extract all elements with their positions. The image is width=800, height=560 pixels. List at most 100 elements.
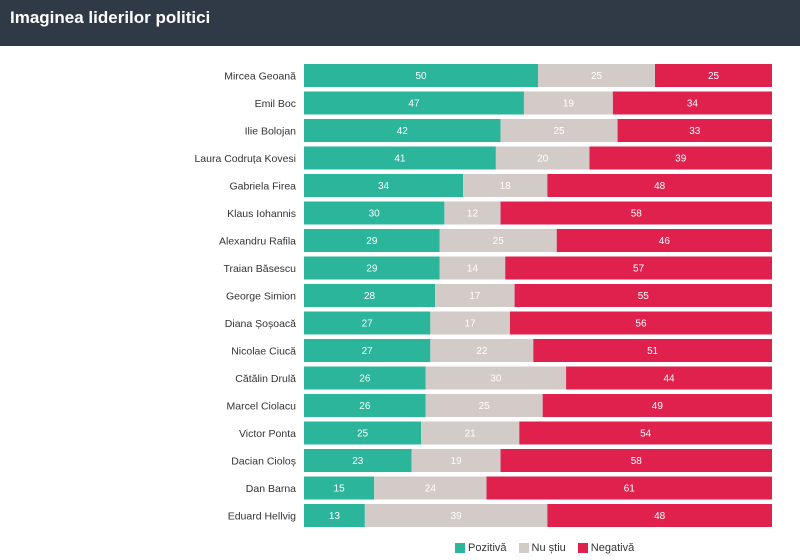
bar-segment-nu-stiu xyxy=(364,504,548,527)
bar-segment-negativa xyxy=(519,421,772,445)
chart-title: Imaginea liderilor politici xyxy=(10,8,211,27)
bar-segment-pozitiva xyxy=(304,311,431,335)
data-label: 58 xyxy=(631,456,643,467)
category-label: Traian Băsescu xyxy=(223,263,296,275)
category-label: Diana Șoșoacă xyxy=(225,318,296,330)
data-label: 15 xyxy=(334,484,346,495)
bar-segment-nu-stiu xyxy=(523,91,613,115)
bar-segment-pozitiva xyxy=(304,119,501,142)
bar-segment-pozitiva xyxy=(304,476,375,500)
data-label: 22 xyxy=(476,346,488,357)
bar-segment-negativa xyxy=(533,339,772,362)
data-label: 30 xyxy=(369,209,381,220)
data-label: 23 xyxy=(352,456,364,467)
bar-segment-nu-stiu xyxy=(411,449,501,472)
bar-segment-negativa xyxy=(547,174,772,197)
category-label: Victor Ponta xyxy=(239,428,296,440)
bar-segment-pozitiva xyxy=(304,229,440,252)
bar-segment-nu-stiu xyxy=(425,394,543,417)
bar-segment-negativa xyxy=(509,311,772,335)
stacked-bar-chart: Mircea Geoană 50 25 25 Emil Boc 47 19 34 Ilie Bo… xyxy=(194,64,772,527)
category-label: Emil Boc xyxy=(255,98,296,110)
data-label: 17 xyxy=(469,291,481,302)
legend-label-nu-stiu: Nu știu xyxy=(531,542,566,554)
category-label: Marcel Ciolacu xyxy=(227,401,297,413)
data-label: 14 xyxy=(467,264,479,275)
category-label: Laura Codruța Kovesi xyxy=(194,153,296,165)
bar-segment-nu-stiu xyxy=(538,64,655,87)
category-label: Cătălin Drulă xyxy=(235,373,296,385)
data-label: 34 xyxy=(378,181,390,192)
bar-segment-nu-stiu xyxy=(430,311,510,335)
data-label: 25 xyxy=(708,71,720,82)
bar-segment-pozitiva xyxy=(304,449,412,472)
data-label: 50 xyxy=(415,71,427,82)
bar-segment-negativa xyxy=(655,64,772,87)
bar-segment-nu-stiu xyxy=(444,201,501,225)
data-label: 26 xyxy=(359,374,371,385)
data-label: 42 xyxy=(397,126,409,137)
data-label: 25 xyxy=(493,236,505,247)
data-label: 58 xyxy=(631,209,643,220)
category-label: Eduard Hellvig xyxy=(228,511,296,523)
data-label: 25 xyxy=(553,126,565,137)
bar-segment-negativa xyxy=(612,91,772,115)
category-label: Gabriela Firea xyxy=(229,181,296,193)
data-label: 21 xyxy=(465,429,477,440)
legend-swatch-nu-stiu xyxy=(518,543,529,553)
bar-segment-nu-stiu xyxy=(439,229,557,252)
data-label: 30 xyxy=(490,374,502,385)
legend-swatch-negativa xyxy=(577,543,588,553)
data-label: 39 xyxy=(451,511,463,522)
category-label: Mircea Geoană xyxy=(224,71,296,83)
data-label: 25 xyxy=(591,71,603,82)
bar-segment-nu-stiu xyxy=(500,119,618,142)
data-label: 44 xyxy=(663,374,675,385)
data-label: 51 xyxy=(647,346,659,357)
bar-segment-nu-stiu xyxy=(495,146,590,170)
data-label: 25 xyxy=(479,401,491,412)
legend-label-pozitiva: Pozitivă xyxy=(468,542,507,554)
legend: Pozitivă Nu știu Negativă xyxy=(455,540,634,556)
data-label: 49 xyxy=(652,401,664,412)
data-label: 18 xyxy=(500,181,512,192)
data-label: 57 xyxy=(633,264,645,275)
bar-segment-pozitiva xyxy=(304,91,524,115)
bar-segment-pozitiva xyxy=(304,339,431,362)
bar-segment-nu-stiu xyxy=(463,174,548,197)
data-label: 19 xyxy=(563,99,575,110)
category-label: Ilie Bolojan xyxy=(245,126,297,138)
bar-segment-negativa xyxy=(486,476,772,500)
legend-item-negativa: Negativă xyxy=(577,542,635,554)
bar-segment-pozitiva xyxy=(304,146,496,170)
bar-segment-pozitiva xyxy=(304,394,426,417)
data-label: 41 xyxy=(394,154,406,165)
bar-segment-negativa xyxy=(505,256,772,280)
data-label: 26 xyxy=(359,401,371,412)
data-label: 27 xyxy=(362,346,374,357)
bar-segment-pozitiva xyxy=(304,64,538,87)
bar-segment-nu-stiu xyxy=(425,366,567,390)
data-label: 55 xyxy=(638,291,650,302)
chart-header: Imaginea liderilor politici xyxy=(0,0,800,46)
data-label: 29 xyxy=(366,264,378,275)
bar-segment-negativa xyxy=(556,229,772,252)
data-label: 28 xyxy=(364,291,376,302)
legend-item-nu-stiu: Nu știu xyxy=(518,542,566,554)
data-label: 27 xyxy=(362,319,374,330)
data-label: 46 xyxy=(659,236,671,247)
data-label: 29 xyxy=(366,236,378,247)
data-label: 61 xyxy=(624,484,636,495)
category-label: Alexandru Rafila xyxy=(219,236,296,248)
data-label: 12 xyxy=(467,209,479,220)
bar-segment-pozitiva xyxy=(304,284,436,307)
bar-segment-nu-stiu xyxy=(421,421,520,445)
bar-segment-nu-stiu xyxy=(430,339,534,362)
legend-label-negativa: Negativă xyxy=(590,542,635,554)
bar-segment-negativa xyxy=(547,504,772,527)
bar-segment-pozitiva xyxy=(304,201,445,225)
bar-segment-pozitiva xyxy=(304,256,440,280)
bar-segment-negativa xyxy=(514,284,772,307)
bar-segment-nu-stiu xyxy=(435,284,515,307)
bar-segment-negativa xyxy=(542,394,772,417)
